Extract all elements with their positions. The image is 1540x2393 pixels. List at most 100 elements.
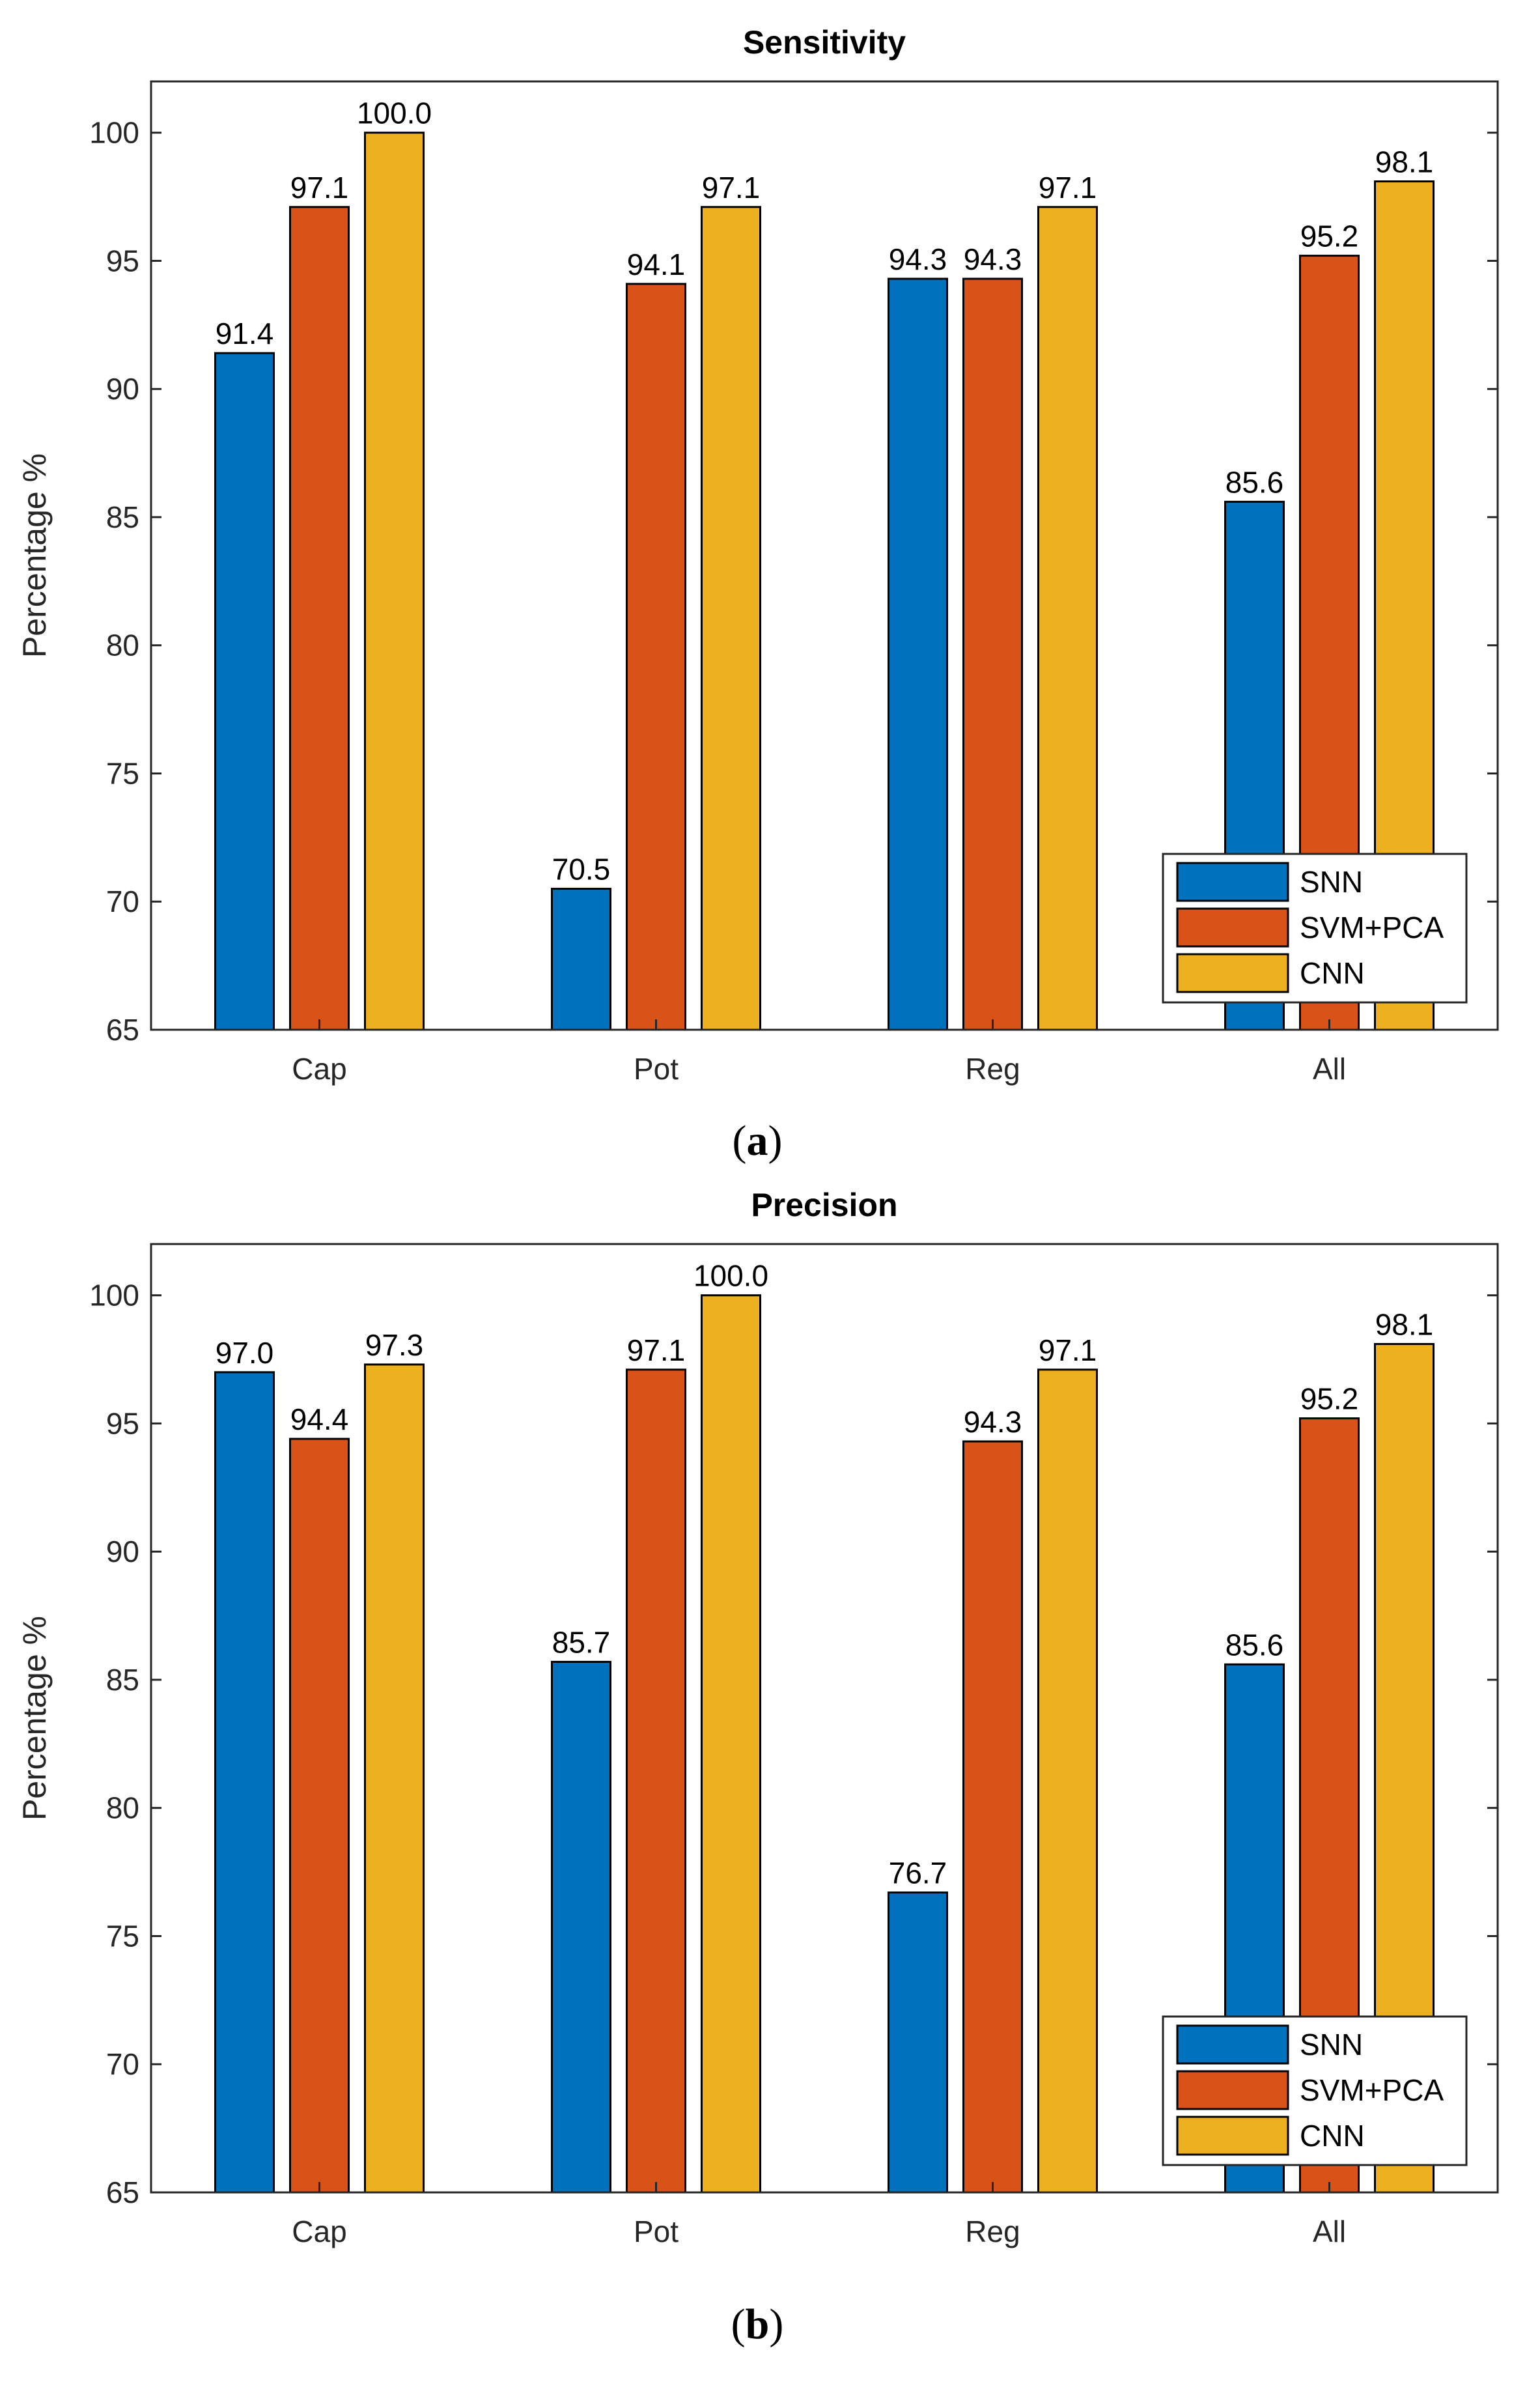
y-tick-label: 75 (106, 756, 139, 790)
chart-title: Sensitivity (743, 24, 906, 61)
legend-label-svm-pca: SVM+PCA (1300, 2073, 1444, 2107)
bar-svm-pca-cap (289, 1437, 350, 2194)
data-label-svm-pca-pot: 94.1 (627, 248, 686, 281)
caption-letter: b (746, 2301, 770, 2348)
data-label-snn-cap: 91.4 (216, 317, 274, 350)
legend-swatch-snn (1176, 2024, 1289, 2065)
x-tick-label-reg: Reg (965, 1052, 1020, 1086)
legend-swatch-svm-pca (1176, 2070, 1289, 2110)
data-label-snn-all: 85.6 (1225, 1628, 1284, 1662)
legend-label-svm-pca: SVM+PCA (1300, 911, 1444, 944)
bar-cnn-reg (1037, 1368, 1098, 2194)
legend-swatch-cnn (1176, 2116, 1289, 2156)
y-tick-label: 90 (106, 1535, 139, 1568)
bar-svm-pca-reg (962, 277, 1023, 1031)
bar-svm-pca-cap (289, 206, 350, 1031)
data-label-svm-pca-reg: 94.3 (964, 1405, 1022, 1439)
panel-precision: 65 70 75 80 85 90 95 100 97.0 94.4 97.3 85.7 97.1 10… (16, 1187, 1499, 2348)
legend: SNN SVM+PCA CNN (1162, 2015, 1468, 2166)
data-label-cnn-cap: 100.0 (357, 96, 432, 130)
axes-frame (150, 1243, 1499, 2194)
legend-label-snn: SNN (1300, 2028, 1363, 2061)
y-tick-label: 95 (106, 1406, 139, 1440)
data-label-svm-pca-cap: 94.4 (290, 1402, 349, 1436)
x-axis: Cap Pot Reg All (292, 2182, 1346, 2248)
y-tick-label: 85 (106, 500, 139, 534)
data-label-cnn-pot: 97.1 (702, 171, 761, 205)
data-label-cnn-reg: 97.1 (1039, 171, 1097, 205)
y-axis: 65 70 75 80 85 90 95 100 (89, 116, 1498, 1047)
y-tick-label: 65 (106, 2175, 139, 2209)
bar-cnn-cap (364, 1363, 425, 2194)
bar-cnn-pot (701, 1294, 761, 2194)
y-axis: 65 70 75 80 85 90 95 100 (89, 1279, 1498, 2209)
bar-snn-cap (214, 1371, 275, 2194)
data-label-cnn-all: 98.1 (1375, 1307, 1434, 1341)
x-tick-label-pot: Pot (634, 1052, 679, 1086)
data-labels: 91.4 97.1 100.0 70.5 94.1 97.1 94.3 94.3 97.1 85.… (216, 96, 1434, 886)
data-label-snn-cap: 97.0 (216, 1336, 274, 1370)
x-tick-label-all: All (1313, 1052, 1346, 1086)
y-tick-label: 70 (106, 2047, 139, 2081)
axes-frame (150, 80, 1499, 1031)
legend-label-snn: SNN (1300, 865, 1363, 899)
data-label-svm-pca-all: 95.2 (1300, 1382, 1359, 1416)
legend-swatch-snn (1176, 862, 1289, 902)
figure-caption: (b) (731, 2301, 784, 2348)
y-tick-label: 100 (89, 1279, 139, 1312)
data-label-snn-all: 85.6 (1225, 465, 1284, 499)
bar-svm-pca-reg (962, 1440, 1023, 2194)
y-tick-label: 85 (106, 1663, 139, 1697)
bar-cnn-cap (364, 132, 425, 1031)
legend-label-cnn: CNN (1300, 956, 1365, 990)
legend-swatch-svm-pca (1176, 907, 1289, 948)
bars (214, 1294, 1435, 2194)
chart-title: Precision (751, 1187, 897, 1223)
bar-snn-pot (551, 888, 611, 1031)
data-label-cnn-pot: 100.0 (693, 1259, 768, 1293)
data-label-svm-pca-all: 95.2 (1300, 219, 1359, 253)
y-axis-label: Percentage % (16, 1616, 53, 1820)
data-label-cnn-reg: 97.1 (1039, 1333, 1097, 1367)
data-label-snn-reg: 94.3 (889, 242, 947, 276)
legend-swatch-cnn (1176, 953, 1289, 993)
y-tick-label: 80 (106, 1791, 139, 1825)
data-label-svm-pca-reg: 94.3 (964, 242, 1022, 276)
x-tick-label-pot: Pot (634, 2215, 679, 2248)
x-tick-label-all: All (1313, 2215, 1346, 2248)
y-tick-label: 100 (89, 116, 139, 150)
y-tick-label: 70 (106, 885, 139, 918)
y-tick-label: 65 (106, 1013, 139, 1047)
data-label-cnn-cap: 97.3 (365, 1328, 424, 1362)
y-tick-label: 80 (106, 629, 139, 662)
data-label-snn-reg: 76.7 (889, 1856, 947, 1890)
y-tick-label: 95 (106, 244, 139, 277)
data-label-svm-pca-pot: 97.1 (627, 1333, 686, 1367)
legend-label-cnn: CNN (1300, 2119, 1365, 2153)
data-labels: 97.0 94.4 97.3 85.7 97.1 100.0 76.7 94.3 97.1 85.… (216, 1259, 1434, 1890)
bar-svm-pca-pot (626, 283, 686, 1031)
x-tick-label-cap: Cap (292, 2215, 346, 2248)
x-axis: Cap Pot Reg All (292, 1019, 1346, 1086)
x-tick-label-reg: Reg (965, 2215, 1020, 2248)
bar-cnn-reg (1037, 206, 1098, 1031)
data-label-cnn-all: 98.1 (1375, 145, 1434, 178)
caption-letter: a (747, 1117, 768, 1165)
y-tick-label: 90 (106, 372, 139, 406)
bar-snn-cap (214, 352, 275, 1031)
y-tick-label: 75 (106, 1919, 139, 1953)
bar-snn-reg (888, 1891, 948, 2194)
figure-caption: (a) (733, 1117, 783, 1165)
data-label-snn-pot: 70.5 (552, 853, 611, 886)
data-label-snn-pot: 85.7 (552, 1625, 611, 1659)
bar-snn-pot (551, 1660, 611, 2194)
y-axis-label: Percentage % (16, 453, 53, 658)
bar-snn-reg (888, 277, 948, 1031)
bar-svm-pca-pot (626, 1368, 686, 2194)
legend: SNN SVM+PCA CNN (1162, 853, 1468, 1004)
x-tick-label-cap: Cap (292, 1052, 346, 1086)
data-label-svm-pca-cap: 97.1 (290, 171, 349, 205)
bar-cnn-pot (701, 206, 761, 1031)
